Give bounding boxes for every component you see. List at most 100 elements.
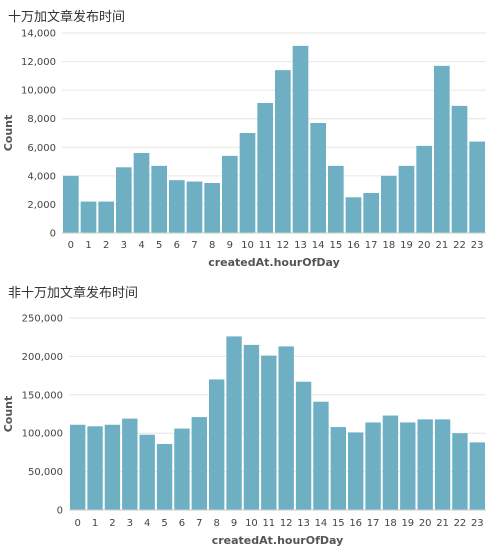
bar-hour-17 xyxy=(365,422,381,510)
bar-hour-5 xyxy=(156,443,173,510)
x-tick-label: 21 xyxy=(436,518,449,529)
bar-hour-12 xyxy=(275,70,291,234)
x-tick-label: 7 xyxy=(196,518,202,529)
bar-hour-23 xyxy=(469,141,485,233)
bar-hour-11 xyxy=(261,355,277,510)
bar-hour-21 xyxy=(434,419,451,510)
x-tick-label: 15 xyxy=(329,240,342,251)
bar-hour-18 xyxy=(382,415,399,510)
x-tick-label: 23 xyxy=(471,518,484,529)
x-tick-label: 4 xyxy=(144,518,150,529)
x-tick-label: 19 xyxy=(400,240,413,251)
bar-hour-2 xyxy=(98,201,114,233)
x-tick-label: 2 xyxy=(103,240,109,251)
x-tick-label: 14 xyxy=(312,240,325,251)
x-tick-label: 6 xyxy=(179,518,185,529)
y-tick-label: 150,000 xyxy=(22,390,63,401)
x-tick-label: 20 xyxy=(418,240,431,251)
x-tick-label: 4 xyxy=(138,240,144,251)
y-tick-label: 200,000 xyxy=(22,352,63,363)
x-tick-label: 2 xyxy=(109,518,115,529)
x-tick-label: 13 xyxy=(294,240,307,251)
x-tick-label: 12 xyxy=(276,240,289,251)
y-tick-label: 8,000 xyxy=(27,114,56,125)
bar-hour-15 xyxy=(328,165,344,233)
x-tick-label: 8 xyxy=(209,240,215,251)
bar-hour-19 xyxy=(398,165,415,233)
chart-title: 十万加文章发布时间 xyxy=(8,10,126,25)
bar-hour-7 xyxy=(186,181,203,233)
x-tick-label: 3 xyxy=(127,518,133,529)
bar-hour-22 xyxy=(452,433,468,510)
x-tick-label: 17 xyxy=(365,240,378,251)
bar-hour-4 xyxy=(133,153,150,233)
x-tick-label: 6 xyxy=(174,240,180,251)
x-tick-label: 15 xyxy=(332,518,345,529)
x-tick-label: 7 xyxy=(191,240,197,251)
x-tick-label: 19 xyxy=(401,518,414,529)
x-tick-label: 5 xyxy=(156,240,162,251)
y-tick-label: 6,000 xyxy=(27,143,56,154)
bar-hour-14 xyxy=(310,123,326,233)
x-tick-label: 20 xyxy=(419,518,432,529)
bar-hour-6 xyxy=(174,428,190,510)
bar-hour-10 xyxy=(243,344,260,510)
bar-hour-1 xyxy=(87,426,103,510)
x-tick-label: 0 xyxy=(68,240,74,251)
bar-hour-7 xyxy=(191,417,207,510)
bar-hour-16 xyxy=(348,432,364,510)
bar-hour-12 xyxy=(278,346,294,510)
x-tick-label: 21 xyxy=(435,240,448,251)
bar-hour-15 xyxy=(330,427,346,510)
y-tick-label: 0 xyxy=(57,506,63,517)
x-tick-label: 1 xyxy=(85,240,91,251)
x-axis-label: createdAt.hourOfDay xyxy=(208,256,340,269)
x-tick-label: 22 xyxy=(453,240,466,251)
bar-hour-18 xyxy=(381,175,397,233)
chart-panel-top: 十万加文章发布时间 0 2,000 4,000 6,000 8,000 10,000 12,… xyxy=(0,0,500,272)
bar-hour-6 xyxy=(169,180,185,233)
x-tick-label: 11 xyxy=(259,240,272,251)
y-tick-label: 14,000 xyxy=(21,29,56,40)
bar-hour-16 xyxy=(345,197,362,233)
x-tick-label: 10 xyxy=(245,518,258,529)
bar-hour-17 xyxy=(363,193,379,233)
y-tick-label: 4,000 xyxy=(27,171,56,182)
x-tick-label: 12 xyxy=(280,518,293,529)
x-tick-label: 5 xyxy=(161,518,167,529)
y-axis-label: Count xyxy=(2,396,15,433)
x-axis-label: createdAt.hourOfDay xyxy=(212,534,344,547)
y-tick-label: 250,000 xyxy=(22,314,63,325)
bar-hour-1 xyxy=(80,201,97,233)
bar-hour-0 xyxy=(70,424,86,510)
bar-hour-3 xyxy=(122,418,138,510)
bar-hour-19 xyxy=(400,422,416,510)
x-tick-label: 3 xyxy=(121,240,127,251)
x-tick-label: 17 xyxy=(367,518,380,529)
y-tick-label: 100,000 xyxy=(22,429,63,440)
bar-hour-21 xyxy=(434,65,450,233)
bar-hour-8 xyxy=(209,379,225,510)
bar-hour-13 xyxy=(295,381,312,510)
x-tick-label: 9 xyxy=(227,240,233,251)
y-tick-label: 2,000 xyxy=(27,200,56,211)
bar-hour-4 xyxy=(139,434,155,510)
x-tick-label: 9 xyxy=(231,518,237,529)
chart-panel-bottom: 非十万加文章发布时间 0 50,000 100,000 150,000 200,000 2… xyxy=(0,276,500,554)
x-tick-label: 13 xyxy=(297,518,310,529)
bar-chart-top: 0 2,000 4,000 6,000 8,000 10,000 12,000 14,000 0… xyxy=(2,29,486,269)
bar-hour-2 xyxy=(104,424,121,510)
x-tick-label: 10 xyxy=(241,240,254,251)
x-tick-label: 16 xyxy=(347,240,360,251)
x-tick-label: 22 xyxy=(454,518,467,529)
y-tick-label: 0 xyxy=(50,229,56,240)
bar-hour-9 xyxy=(222,155,238,233)
y-tick-label: 10,000 xyxy=(21,86,56,97)
bar-hour-20 xyxy=(416,145,432,233)
bar-hour-3 xyxy=(116,167,132,233)
bar-hour-9 xyxy=(226,336,242,510)
bar-hour-22 xyxy=(451,105,468,233)
y-tick-label: 50,000 xyxy=(28,467,63,478)
bar-hour-5 xyxy=(151,165,167,233)
